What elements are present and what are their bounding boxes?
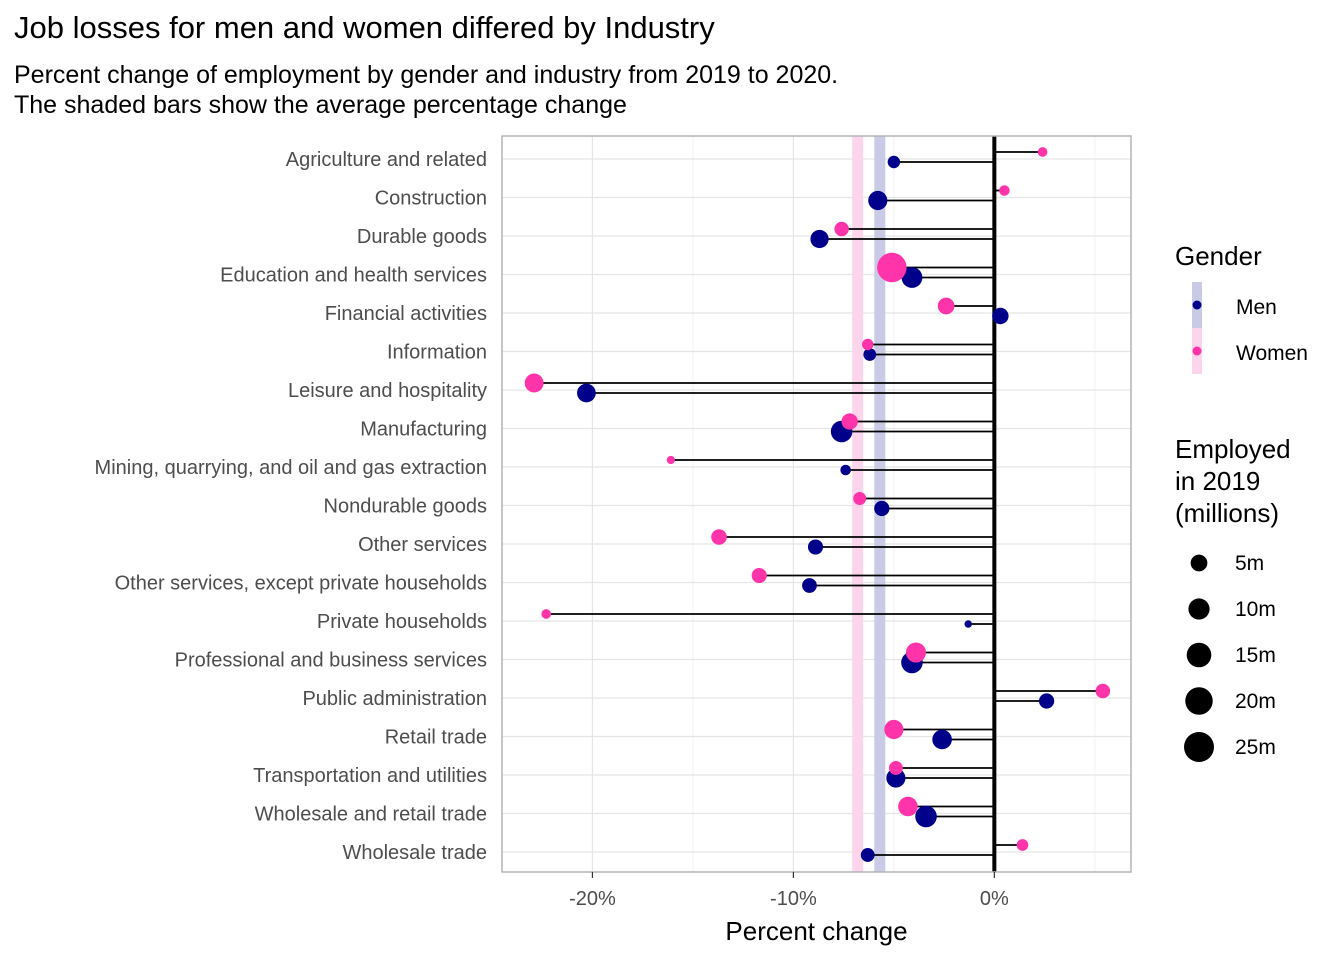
plot-panel (502, 136, 1131, 872)
y-tick-label: Public administration (302, 688, 487, 710)
men-point (964, 620, 972, 628)
legend-label-women: Women (1236, 342, 1308, 365)
size-legend-title-line-1: Employed (1175, 434, 1291, 464)
size-legend-key (1184, 732, 1214, 762)
y-tick-label: Education and health services (220, 265, 487, 287)
y-tick-label: Financial activities (325, 303, 487, 325)
x-tick-label: 0% (980, 888, 1009, 910)
y-tick-label: Agriculture and related (286, 149, 487, 171)
subtitle-line-2: The shaded bars show the average percent… (14, 91, 627, 119)
women-point (524, 373, 544, 393)
subtitle-line-1: Percent change of employment by gender a… (14, 61, 839, 89)
size-legend-key (1188, 598, 1210, 620)
women-point (834, 221, 849, 237)
men-point (807, 539, 824, 555)
y-tick-label: Other services (358, 534, 487, 556)
men-point (577, 383, 596, 403)
size-legend-label-15m: 15m (1235, 644, 1276, 667)
women-point (711, 529, 727, 545)
women-point (862, 338, 874, 351)
legend-label-men: Men (1236, 296, 1277, 319)
y-tick-label: Durable goods (357, 226, 487, 248)
men-point (992, 307, 1009, 325)
size-legend-title-line-3: (millions) (1175, 498, 1279, 528)
y-tick-label: Wholesale trade (342, 842, 487, 864)
men-point (860, 848, 875, 862)
women-point (751, 567, 767, 584)
men-point (915, 805, 937, 828)
y-tick-label: Leisure and hospitality (288, 380, 487, 402)
women-point (1037, 147, 1048, 157)
y-tick-label: Mining, quarrying, and oil and gas extra… (95, 457, 487, 479)
x-axis-title: Percent change (725, 916, 907, 946)
y-tick-label: Retail trade (385, 727, 487, 749)
size-legend-key (1185, 687, 1213, 715)
women-point (877, 252, 907, 283)
men-point (901, 267, 923, 288)
women-point (666, 455, 675, 465)
women-point (888, 761, 903, 775)
y-tick-label: Wholesale and retail trade (255, 804, 487, 826)
legend-key-point-men (1192, 300, 1202, 310)
chart-subtitle: Percent change of employment by gender a… (14, 60, 838, 120)
men-point (874, 500, 890, 517)
x-tick-label: -20% (569, 888, 616, 910)
men-point (886, 768, 906, 788)
women-point (999, 185, 1010, 196)
y-tick-label: Manufacturing (360, 419, 487, 441)
women-point (937, 297, 955, 315)
y-tick-label: Nondurable goods (324, 496, 487, 518)
women-point (905, 642, 926, 663)
y-tick-label: Transportation and utilities (253, 765, 487, 787)
legend-key-point-women (1192, 346, 1202, 356)
y-tick-label: Private households (317, 611, 487, 633)
men-point (863, 348, 877, 361)
men-point (840, 464, 851, 476)
y-tick-label: Information (387, 342, 487, 364)
size-legend-key (1186, 642, 1212, 668)
women-point (541, 609, 552, 619)
men-point (802, 578, 817, 593)
women-point (853, 492, 867, 505)
gender-legend-title: Gender (1175, 241, 1262, 271)
panel-border (501, 135, 1132, 873)
size-legend-label-5m: 5m (1235, 552, 1265, 575)
size-legend-label-20m: 20m (1235, 690, 1276, 713)
size-legend-title-line-2: in 2019 (1175, 466, 1261, 496)
women-point (1095, 683, 1111, 699)
y-tick-label: Other services, except private household… (115, 573, 487, 595)
women-point (898, 796, 918, 817)
size-legend-title: Employed in 2019 (millions) (1175, 433, 1291, 529)
x-tick-label: -10% (770, 888, 817, 910)
women-point (884, 719, 904, 740)
size-legend-label-25m: 25m (1235, 736, 1276, 759)
women-point (1016, 839, 1029, 851)
size-legend-label-10m: 10m (1235, 598, 1276, 621)
chart-title: Job losses for men and women differed by… (14, 10, 715, 45)
y-tick-label: Construction (375, 188, 487, 210)
men-point (810, 229, 829, 249)
y-tick-label: Professional and business services (175, 650, 487, 672)
women-point (841, 413, 858, 430)
men-point (868, 190, 888, 211)
men-point (887, 155, 901, 169)
size-legend-key (1190, 554, 1208, 572)
men-point (1038, 693, 1055, 709)
men-point (932, 729, 952, 750)
